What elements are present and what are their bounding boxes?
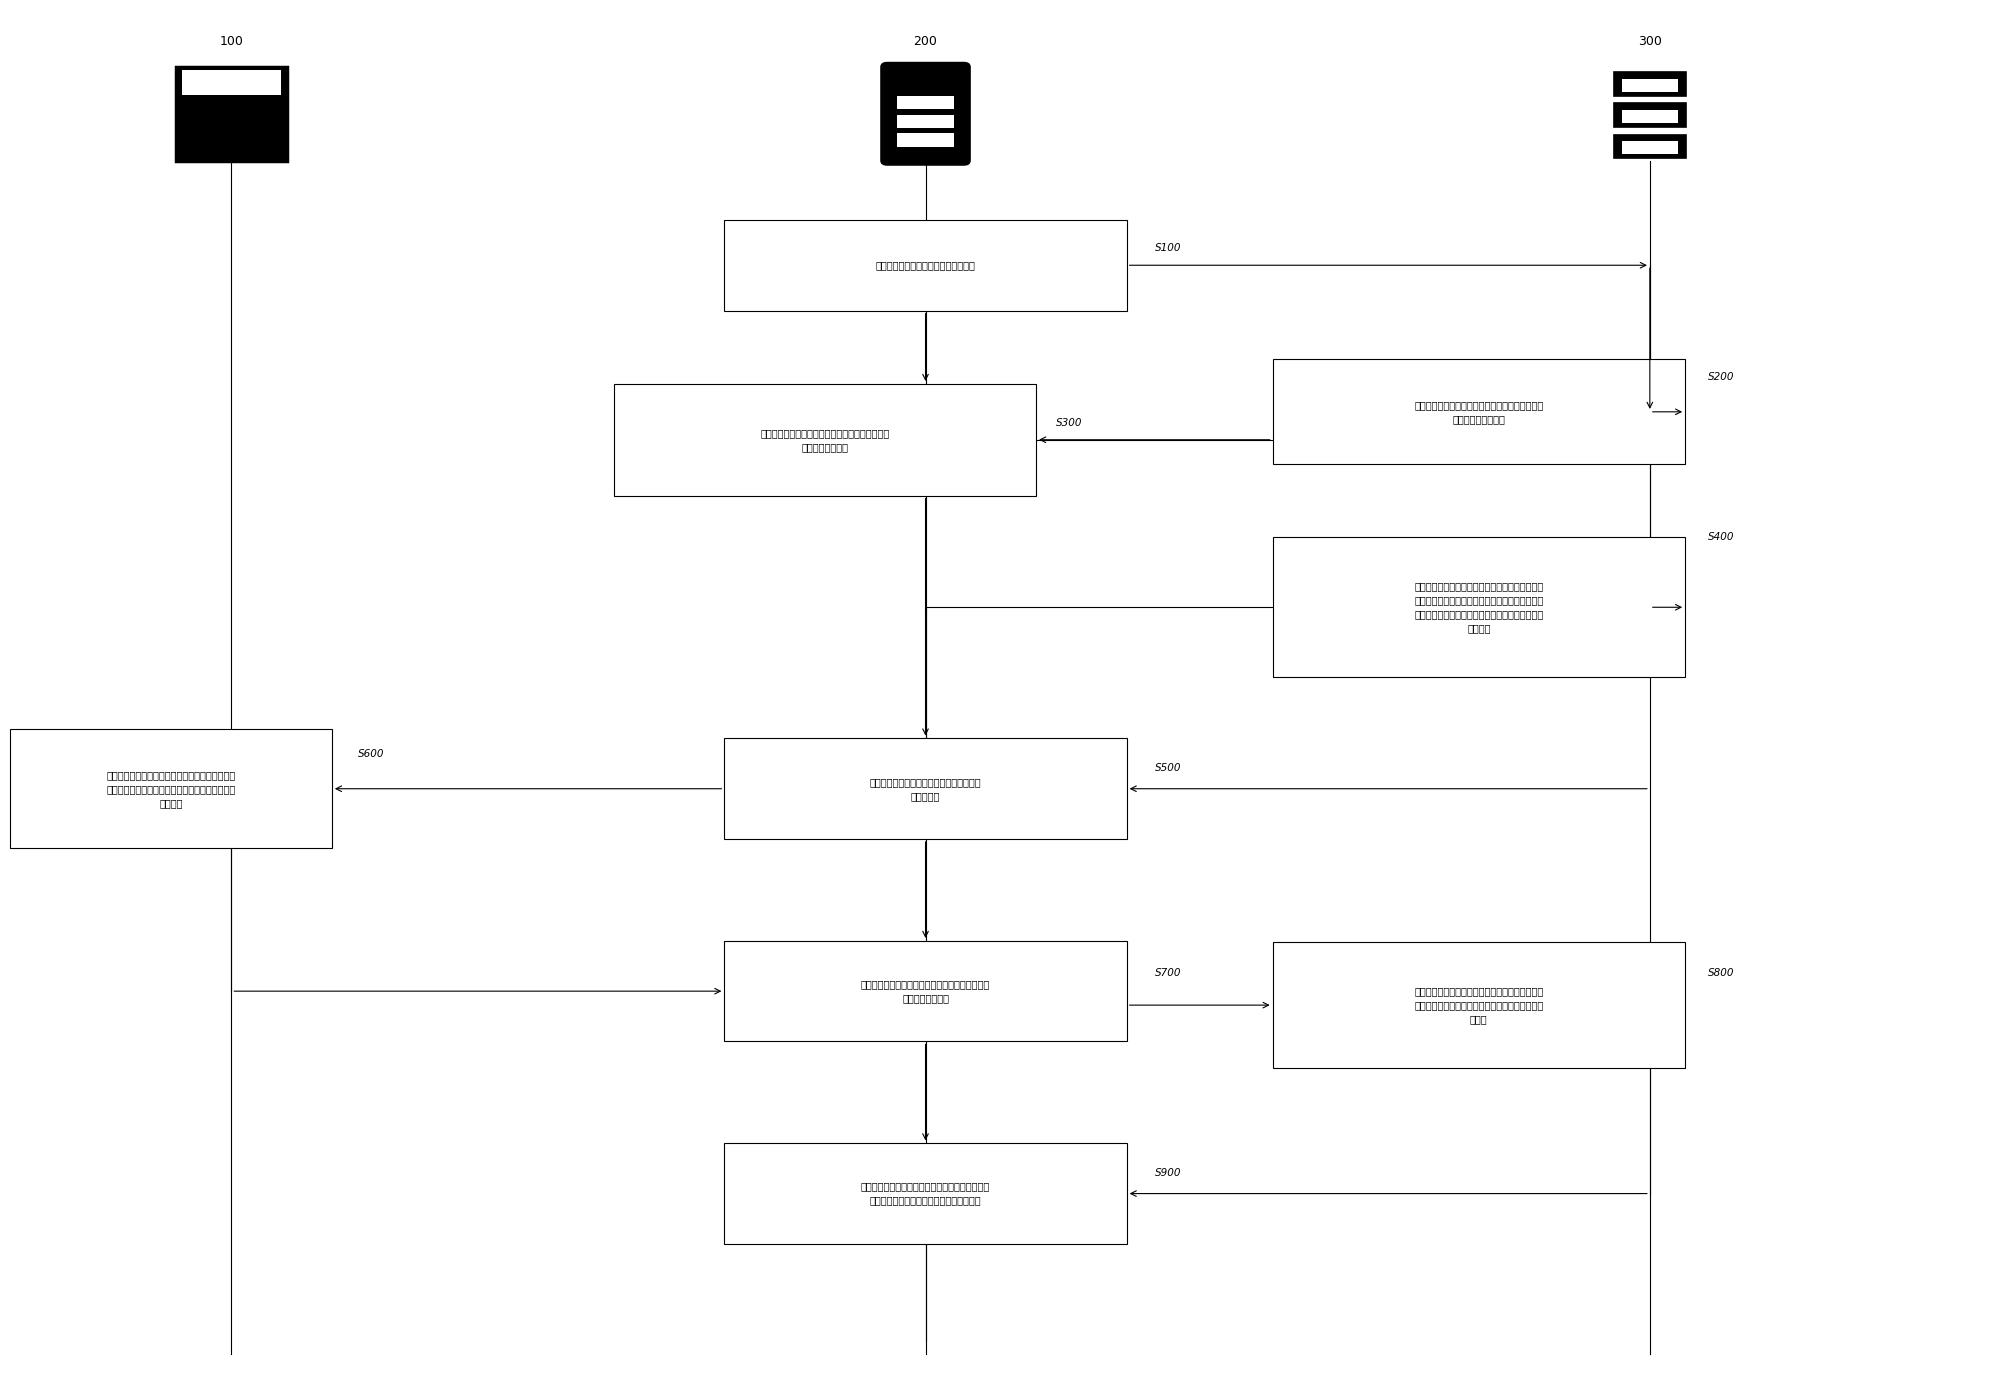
Bar bbox=[724, 219, 1127, 310]
FancyBboxPatch shape bbox=[881, 63, 970, 165]
Text: S700: S700 bbox=[1155, 967, 1181, 979]
Text: 接收到任务列表请求之后，截取任务列表中的规则
列表详情给发行工具: 接收到任务列表请求之后，截取任务列表中的规则 列表详情给发行工具 bbox=[1414, 399, 1543, 424]
Text: S900: S900 bbox=[1155, 1167, 1181, 1178]
Text: 接收到更新后的平台执行状态，判断平台执行状态
是否都为已完成，如果是，则结束数据发行: 接收到更新后的平台执行状态，判断平台执行状态 是否都为已完成，如果是，则结束数据… bbox=[861, 1181, 990, 1206]
Bar bbox=[1272, 537, 1684, 677]
Text: S400: S400 bbox=[1708, 532, 1734, 543]
Bar bbox=[724, 738, 1127, 839]
Bar bbox=[897, 134, 954, 147]
Bar bbox=[1272, 942, 1684, 1068]
Text: 接收到规则列表详情后，发送运行规则脚本请求给
数字身份安全平台: 接收到规则列表详情后，发送运行规则脚本请求给 数字身份安全平台 bbox=[761, 427, 889, 452]
Bar bbox=[724, 1143, 1127, 1244]
Bar bbox=[187, 120, 215, 151]
Text: 接收到执行结果后，调用脚本接口发送执行结果给
数字身份安全平台: 接收到执行结果后，调用脚本接口发送执行结果给 数字身份安全平台 bbox=[861, 979, 990, 1004]
Bar bbox=[1614, 134, 1686, 158]
Text: 接收到执行结果之后，基于执行结果对平台执行状
态进行更新，并将更新后的平台执行状态发送给发
行工具: 接收到执行结果之后，基于执行结果对平台执行状 态进行更新，并将更新后的平台执行状… bbox=[1414, 986, 1543, 1025]
Text: S300: S300 bbox=[1056, 417, 1082, 429]
Text: 200: 200 bbox=[913, 35, 938, 49]
Bar bbox=[1272, 359, 1684, 463]
Bar bbox=[10, 729, 332, 847]
Bar bbox=[211, 120, 239, 151]
Text: S500: S500 bbox=[1155, 762, 1181, 773]
Text: 接收到发行工具发送的运行规则脚本请求后根据脚
本编号解析对应的规则脚本得到平台执行状态和数
据单位指令，并调用脚本接口发送数据单位指令到
发行工具: 接收到发行工具发送的运行规则脚本请求后根据脚 本编号解析对应的规则脚本得到平台执… bbox=[1414, 581, 1543, 634]
Bar bbox=[177, 67, 288, 161]
Bar bbox=[1622, 141, 1678, 155]
Text: S200: S200 bbox=[1708, 371, 1734, 383]
Bar bbox=[897, 96, 954, 109]
Bar bbox=[897, 114, 954, 128]
Text: S800: S800 bbox=[1708, 967, 1734, 979]
Text: S100: S100 bbox=[1155, 243, 1181, 254]
Bar bbox=[1614, 73, 1686, 96]
Bar bbox=[614, 384, 1036, 496]
Bar bbox=[183, 70, 282, 95]
Bar bbox=[1622, 110, 1678, 123]
Text: 300: 300 bbox=[1638, 35, 1662, 49]
Text: 100: 100 bbox=[219, 35, 243, 49]
Bar bbox=[1614, 103, 1686, 127]
Text: 接收到发行工具发送的数据单位指令，基于数据单
位指令进行执行得到执行结果，并发送执行结果到
发行工具: 接收到发行工具发送的数据单位指令，基于数据单 位指令进行执行得到执行结果，并发送… bbox=[107, 769, 235, 808]
Text: S600: S600 bbox=[358, 748, 384, 759]
Bar bbox=[724, 941, 1127, 1041]
Text: 接收到数据单位指令后，转发数据单位指令
到安全模块: 接收到数据单位指令后，转发数据单位指令 到安全模块 bbox=[869, 776, 982, 801]
Bar bbox=[1622, 78, 1678, 92]
Text: 发送任务列表请求给数字身份安全平台: 发送任务列表请求给数字身份安全平台 bbox=[875, 260, 976, 271]
